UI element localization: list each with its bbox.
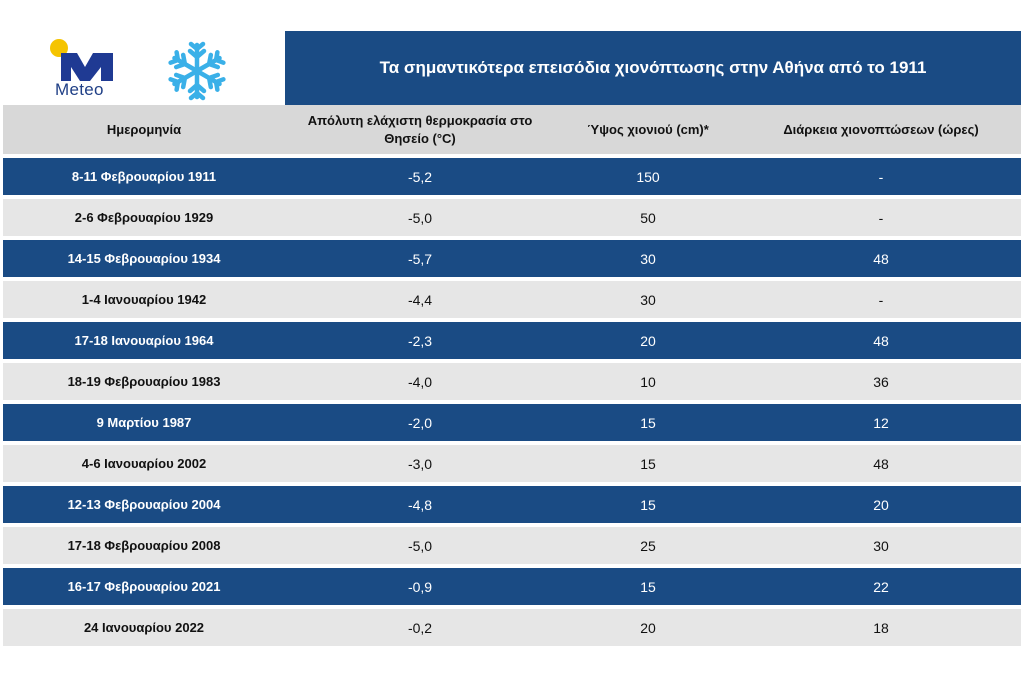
cell-duration: - bbox=[741, 195, 1021, 238]
snowflake-icon bbox=[167, 41, 227, 101]
cell-date: 18-19 Φεβρουαρίου 1983 bbox=[3, 359, 285, 402]
cell-duration: 48 bbox=[741, 318, 1021, 361]
cell-duration: 30 bbox=[741, 523, 1021, 566]
table-row: 14-15 Φεβρουαρίου 1934 -5,7 30 48 bbox=[3, 236, 1021, 279]
cell-min-temp: -4,4 bbox=[285, 277, 555, 320]
cell-date: 8-11 Φεβρουαρίου 1911 bbox=[3, 154, 285, 197]
cell-min-temp: -5,7 bbox=[285, 236, 555, 279]
cell-snow-depth: 15 bbox=[555, 400, 741, 443]
brand-name: Meteo bbox=[55, 80, 104, 99]
column-header-min-temp: Απόλυτη ελάχιστη θερμοκρασία στο Θησείο … bbox=[285, 105, 555, 156]
table-row: 1-4 Ιανουαρίου 1942 -4,4 30- bbox=[3, 277, 1021, 320]
cell-min-temp: -4,0 bbox=[285, 359, 555, 402]
cell-date: 24 Ιανουαρίου 2022 bbox=[3, 605, 285, 646]
column-header-date: Ημερομηνία bbox=[3, 105, 285, 156]
cell-snow-depth: 20 bbox=[555, 318, 741, 361]
cell-snow-depth: 150 bbox=[555, 154, 741, 197]
column-header-snow-depth: Ύψος χιονιού (cm)* bbox=[555, 105, 741, 156]
table-row: 8-11 Φεβρουαρίου 1911 -5,2 150- bbox=[3, 154, 1021, 197]
table-header-row: Ημερομηνία Απόλυτη ελάχιστη θερμοκρασία … bbox=[3, 105, 1021, 156]
meteo-logo-icon bbox=[50, 39, 113, 81]
cell-min-temp: -2,3 bbox=[285, 318, 555, 361]
header: Meteo Τα σημαντικότερα επεισόδια χιο bbox=[3, 31, 1021, 105]
cell-duration: - bbox=[741, 277, 1021, 320]
cell-duration: 22 bbox=[741, 564, 1021, 607]
cell-date: 2-6 Φεβρουαρίου 1929 bbox=[3, 195, 285, 238]
cell-snow-depth: 10 bbox=[555, 359, 741, 402]
cell-snow-depth: 50 bbox=[555, 195, 741, 238]
cell-duration: 12 bbox=[741, 400, 1021, 443]
page-title: Τα σημαντικότερα επεισόδια χιονόπτωσης σ… bbox=[379, 58, 927, 77]
cell-duration: - bbox=[741, 154, 1021, 197]
cell-min-temp: -0,2 bbox=[285, 605, 555, 646]
cell-min-temp: -5,0 bbox=[285, 195, 555, 238]
cell-snow-depth: 30 bbox=[555, 277, 741, 320]
cell-date: 17-18 Φεβρουαρίου 2008 bbox=[3, 523, 285, 566]
table-row: 9 Μαρτίου 1987 -2,0 15 12 bbox=[3, 400, 1021, 443]
table-row: 24 Ιανουαρίου 2022 -0,2 20 18 bbox=[3, 605, 1021, 646]
cell-snow-depth: 20 bbox=[555, 605, 741, 646]
column-header-duration: Διάρκεια χιονοπτώσεων (ώρες) bbox=[741, 105, 1021, 156]
cell-duration: 36 bbox=[741, 359, 1021, 402]
cell-date: 16-17 Φεβρουαρίου 2021 bbox=[3, 564, 285, 607]
table-row: 17-18 Φεβρουαρίου 2008 -5,0 25 30 bbox=[3, 523, 1021, 566]
cell-duration: 18 bbox=[741, 605, 1021, 646]
title-banner: Τα σημαντικότερα επεισόδια χιονόπτωσης σ… bbox=[285, 31, 1021, 105]
cell-date: 9 Μαρτίου 1987 bbox=[3, 400, 285, 443]
cell-snow-depth: 15 bbox=[555, 482, 741, 525]
snowfall-infographic: Meteo Τα σημαντικότερα επεισόδια χιο bbox=[3, 31, 1021, 649]
cell-duration: 48 bbox=[741, 236, 1021, 279]
table-row: 16-17 Φεβρουαρίου 2021 -0,9 15 22 bbox=[3, 564, 1021, 607]
table-row: 12-13 Φεβρουαρίου 2004 -4,8 15 20 bbox=[3, 482, 1021, 525]
cell-min-temp: -2,0 bbox=[285, 400, 555, 443]
cell-duration: 20 bbox=[741, 482, 1021, 525]
cell-min-temp: -5,0 bbox=[285, 523, 555, 566]
cell-snow-depth: 15 bbox=[555, 441, 741, 484]
cell-min-temp: -5,2 bbox=[285, 154, 555, 197]
table-row: 18-19 Φεβρουαρίου 1983 -4,0 10 36 bbox=[3, 359, 1021, 402]
snowfall-table: Ημερομηνία Απόλυτη ελάχιστη θερμοκρασία … bbox=[3, 105, 1021, 646]
cell-date: 14-15 Φεβρουαρίου 1934 bbox=[3, 236, 285, 279]
cell-min-temp: -3,0 bbox=[285, 441, 555, 484]
cell-date: 17-18 Ιανουαρίου 1964 bbox=[3, 318, 285, 361]
cell-date: 12-13 Φεβρουαρίου 2004 bbox=[3, 482, 285, 525]
logo-area: Meteo bbox=[3, 31, 285, 105]
cell-min-temp: -4,8 bbox=[285, 482, 555, 525]
table-row: 17-18 Ιανουαρίου 1964 -2,3 20 48 bbox=[3, 318, 1021, 361]
cell-date: 4-6 Ιανουαρίου 2002 bbox=[3, 441, 285, 484]
table-row: 2-6 Φεβρουαρίου 1929 -5,0 50- bbox=[3, 195, 1021, 238]
cell-snow-depth: 25 bbox=[555, 523, 741, 566]
cell-min-temp: -0,9 bbox=[285, 564, 555, 607]
cell-date: 1-4 Ιανουαρίου 1942 bbox=[3, 277, 285, 320]
table-row: 4-6 Ιανουαρίου 2002 -3,0 15 48 bbox=[3, 441, 1021, 484]
cell-snow-depth: 30 bbox=[555, 236, 741, 279]
cell-snow-depth: 15 bbox=[555, 564, 741, 607]
cell-duration: 48 bbox=[741, 441, 1021, 484]
